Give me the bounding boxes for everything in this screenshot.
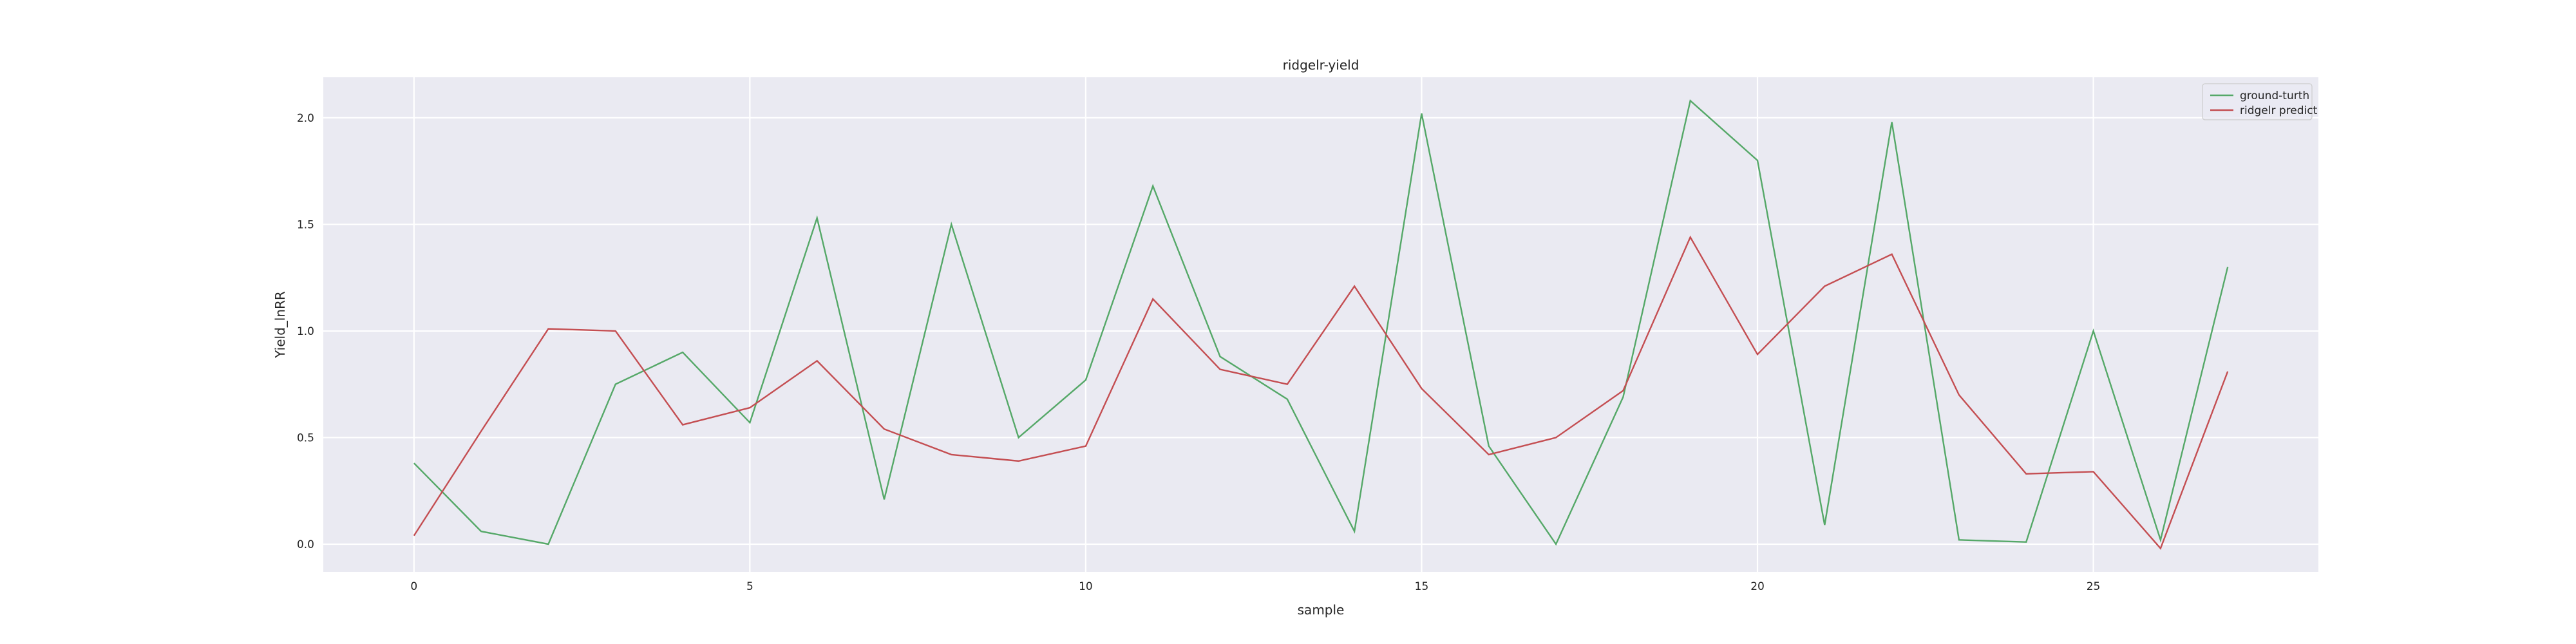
x-tick-label: 25 bbox=[2087, 580, 2101, 593]
y-tick-label: 1.0 bbox=[297, 325, 314, 338]
legend-label: ground-turth bbox=[2240, 90, 2309, 102]
y-tick-label: 1.5 bbox=[297, 218, 314, 231]
x-tick-label: 10 bbox=[1079, 580, 1093, 593]
y-tick-label: 0.0 bbox=[297, 538, 314, 551]
y-tick-label: 2.0 bbox=[297, 112, 314, 125]
series-layer bbox=[413, 99, 2229, 550]
series-line-ground-truth bbox=[413, 99, 2229, 546]
y-tick-label: 0.5 bbox=[297, 431, 314, 444]
legend: ground-turth ridgelr predict bbox=[2202, 83, 2318, 120]
x-axis-label: sample bbox=[1298, 602, 1345, 618]
x-tick-label: 15 bbox=[1415, 580, 1429, 593]
x-tick-label: 0 bbox=[410, 580, 417, 593]
plot-area bbox=[323, 77, 2318, 572]
series-line-ridgelr-predict bbox=[413, 235, 2229, 550]
legend-label: ridgelr predict bbox=[2240, 104, 2318, 117]
grid bbox=[323, 77, 2318, 572]
x-tick-label: 20 bbox=[1750, 580, 1765, 593]
x-tick-label: 5 bbox=[746, 580, 753, 593]
y-axis-label: Yield_lnRR bbox=[272, 291, 288, 359]
chart-title: ridgelr-yield bbox=[1283, 57, 1359, 73]
tick-labels: 0 5 10 15 20 25 0.0 0.5 1.0 1.5 2.0 bbox=[297, 112, 2100, 593]
